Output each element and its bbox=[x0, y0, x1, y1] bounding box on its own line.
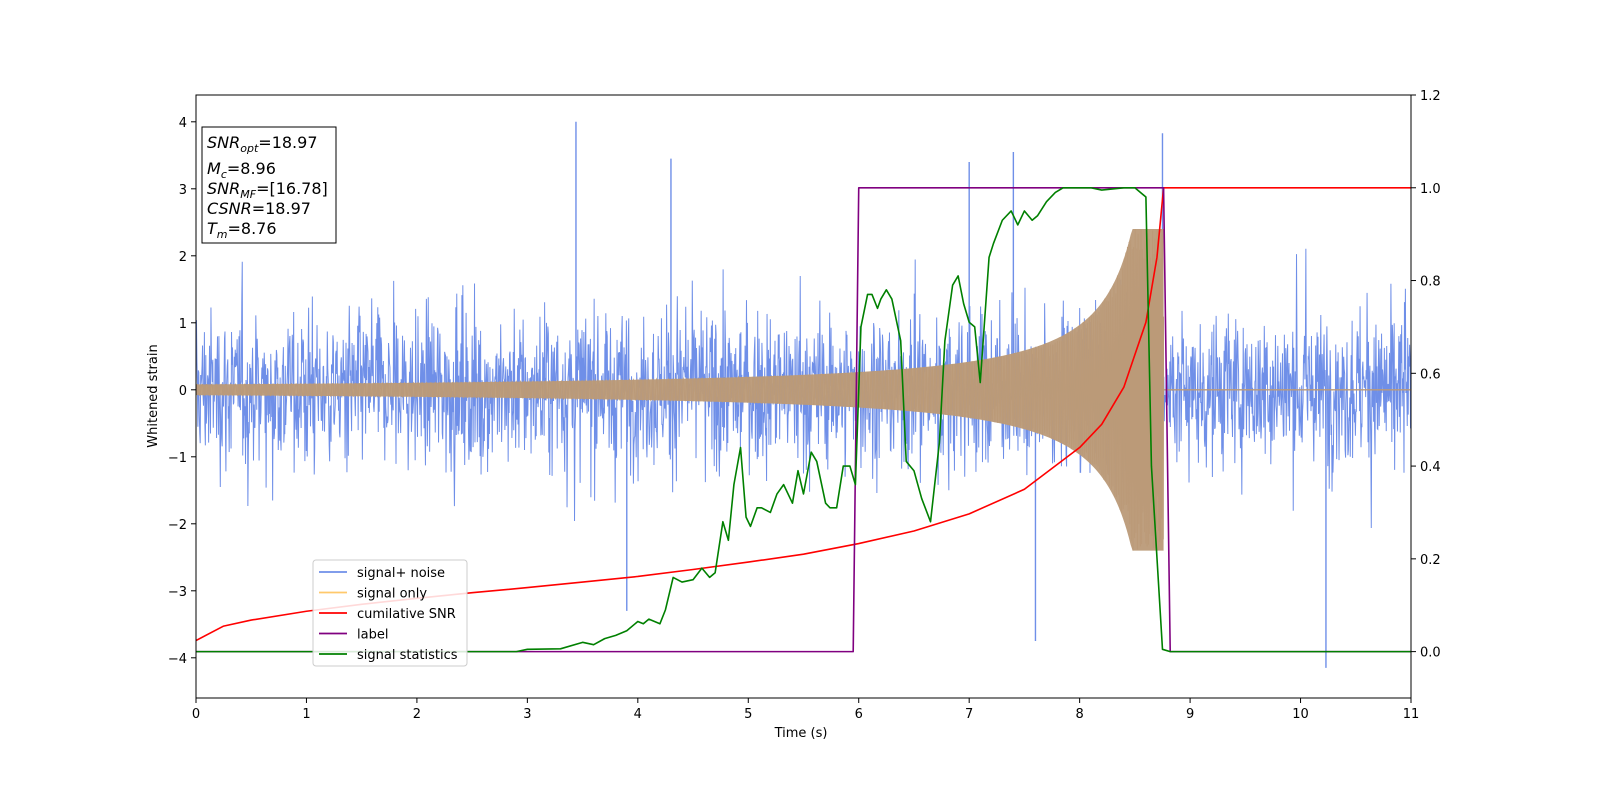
x-tick-label: 2 bbox=[413, 707, 421, 722]
x-axis-ticks: 0 1 2 3 4 5 6 7 8 9 10 11 bbox=[192, 698, 1419, 722]
tm-value: =8.76 bbox=[228, 219, 277, 238]
x-tick-label: 5 bbox=[744, 707, 752, 722]
y2-tick-label: 0.6 bbox=[1420, 367, 1441, 382]
info-box: SNRopt=18.97 Mc=8.96 SNRMF=[16.78] CSNR=… bbox=[201, 126, 337, 244]
mc-value: =8.96 bbox=[227, 159, 276, 178]
plot-frame bbox=[195, 94, 1412, 699]
y2-tick-label: 1.2 bbox=[1420, 89, 1441, 104]
legend-entry: cumilative SNR bbox=[357, 607, 456, 622]
x-tick-label: 3 bbox=[523, 707, 531, 722]
y-tick-label: 1 bbox=[179, 317, 187, 332]
x-tick-label: 8 bbox=[1075, 707, 1083, 722]
signal-only-envelope bbox=[196, 229, 1164, 551]
snr-mf-value: =[16.78] bbox=[256, 179, 328, 198]
y-tick-label: 3 bbox=[179, 183, 187, 198]
snr-opt-symbol: SNR bbox=[207, 133, 240, 152]
legend: signal+ noise signal only cumilative SNR la… bbox=[312, 559, 468, 667]
y2-tick-label: 0.2 bbox=[1420, 553, 1441, 568]
y-tick-label: −3 bbox=[168, 585, 187, 600]
csnr-symbol: CSNR bbox=[207, 199, 252, 218]
y2-tick-label: 0.0 bbox=[1420, 646, 1441, 661]
x-tick-label: 11 bbox=[1403, 707, 1420, 722]
x-tick-label: 4 bbox=[634, 707, 642, 722]
x-tick-label: 0 bbox=[192, 707, 200, 722]
y2-tick-label: 0.4 bbox=[1420, 460, 1441, 475]
tm-symbol: T bbox=[207, 219, 218, 238]
svg-text:Tm=8.76: Tm=8.76 bbox=[207, 219, 277, 241]
y-tick-label: −2 bbox=[168, 518, 187, 533]
x-tick-label: 6 bbox=[855, 707, 863, 722]
x-axis-label: Time (s) bbox=[774, 726, 828, 741]
svg-text:SNRMF=[16.78]: SNRMF=[16.78] bbox=[207, 179, 328, 201]
legend-entry: label bbox=[357, 628, 388, 643]
snr-opt-value: =18.97 bbox=[258, 133, 317, 152]
y-tick-label: 0 bbox=[179, 384, 187, 399]
mc-sub: c bbox=[221, 168, 227, 181]
legend-entry: signal only bbox=[357, 587, 427, 602]
svg-text:SNRopt=18.97: SNRopt=18.97 bbox=[207, 133, 318, 155]
svg-text:Mc=8.96: Mc=8.96 bbox=[207, 159, 276, 181]
x-tick-label: 10 bbox=[1292, 707, 1309, 722]
y2-tick-label: 1.0 bbox=[1420, 182, 1441, 197]
svg-text:CSNR=18.97: CSNR=18.97 bbox=[207, 199, 311, 218]
legend-entry: signal statistics bbox=[357, 648, 458, 663]
x-tick-label: 7 bbox=[965, 707, 973, 722]
y-axis-label: Whitened strain bbox=[146, 344, 161, 447]
y-tick-label: 4 bbox=[179, 116, 187, 131]
y2-axis-ticks: 0.0 0.2 0.4 0.6 0.8 1.0 1.2 bbox=[1411, 89, 1441, 661]
mc-symbol: M bbox=[207, 159, 221, 178]
signal-only-series bbox=[196, 229, 1411, 551]
x-tick-label: 9 bbox=[1186, 707, 1194, 722]
signal-noise-line bbox=[196, 248, 1411, 528]
snr-mf-symbol: SNR bbox=[207, 179, 240, 198]
tm-sub: m bbox=[217, 228, 228, 241]
csnr-value: =18.97 bbox=[252, 199, 311, 218]
y2-tick-label: 0.8 bbox=[1420, 275, 1441, 290]
legend-entry: signal+ noise bbox=[357, 566, 445, 581]
y-tick-label: 2 bbox=[179, 250, 187, 265]
y-axis-ticks: −4 −3 −2 −1 0 1 2 3 4 bbox=[168, 116, 196, 667]
x-tick-label: 1 bbox=[302, 707, 310, 722]
snr-opt-sub: opt bbox=[240, 142, 259, 155]
signal-statistics-line bbox=[196, 186, 1411, 653]
y-tick-label: −4 bbox=[168, 652, 187, 667]
signal-only-wave bbox=[196, 229, 1165, 551]
y-tick-label: −1 bbox=[168, 451, 187, 466]
snr-mf-sub: MF bbox=[240, 188, 256, 201]
